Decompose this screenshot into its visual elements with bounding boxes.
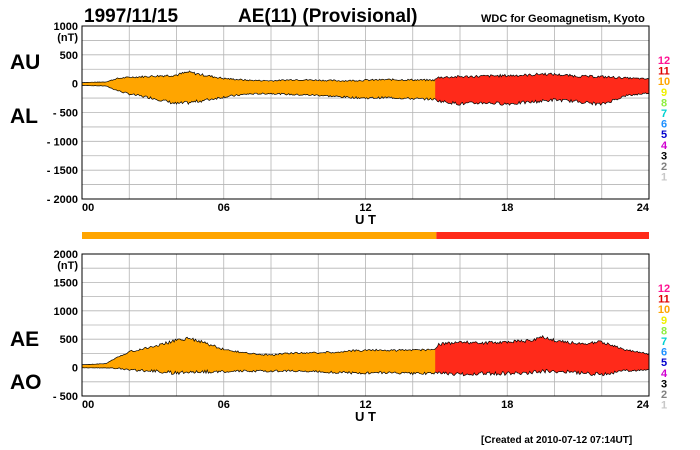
x-tick-label: 24 <box>637 399 650 411</box>
y-tick-label: 500 <box>60 334 78 346</box>
x-axis-title: U T <box>355 212 376 227</box>
x-tick-label: 00 <box>82 202 94 214</box>
y-tick-label: - 1500 <box>47 165 78 177</box>
legend-item-1: 1 <box>661 400 667 412</box>
plot-frame <box>81 253 650 397</box>
x-tick-label: 18 <box>501 399 513 411</box>
legend-item-2: 2 <box>661 161 667 173</box>
x-tick-label: 00 <box>82 399 94 411</box>
data-area <box>82 70 649 107</box>
area-segment <box>435 335 649 376</box>
side-label-al: AL <box>10 105 38 128</box>
y-tick-label: - 2000 <box>47 194 78 206</box>
legend-item-9: 9 <box>661 315 667 327</box>
side-label-ae: AE <box>10 328 39 351</box>
plot-frame <box>81 25 650 200</box>
legend-item-8: 8 <box>661 325 667 337</box>
y-tick-label: 0 <box>72 79 78 91</box>
y-unit-label: (nT) <box>57 32 78 44</box>
legend-item-3: 3 <box>661 150 667 162</box>
legend-item-11: 11 <box>658 66 670 78</box>
x-tick-label: 12 <box>359 202 371 214</box>
index-title: AE(11) (Provisional) <box>238 6 418 27</box>
station-count-bar <box>82 232 649 239</box>
x-tick-label: 06 <box>218 202 230 214</box>
source-credit: WDC for Geomagnetism, Kyoto <box>481 13 645 25</box>
y-tick-label: 2000 <box>54 249 78 261</box>
area-segment <box>82 337 438 375</box>
x-tick-label: 12 <box>359 399 371 411</box>
side-label-ao: AO <box>10 371 42 394</box>
legend-item-5: 5 <box>661 129 667 141</box>
legend-item-12: 12 <box>658 55 670 67</box>
y-tick-label: 500 <box>60 50 78 62</box>
date-title: 1997/11/15 <box>84 6 178 27</box>
legend-item-6: 6 <box>661 119 667 131</box>
x-axis-title: U T <box>355 409 376 424</box>
legend-item-6: 6 <box>661 347 667 359</box>
y-tick-label: - 1000 <box>47 136 78 148</box>
y-tick-label: - 500 <box>53 108 78 120</box>
legend-item-9: 9 <box>661 87 667 99</box>
legend-item-2: 2 <box>661 389 667 401</box>
x-tick-label: 06 <box>218 399 230 411</box>
y-tick-label: 0 <box>72 363 78 375</box>
area-segment <box>82 70 438 105</box>
y-tick-label: 1500 <box>54 277 78 289</box>
y-tick-label: 1000 <box>54 306 78 318</box>
legend-item-5: 5 <box>661 357 667 369</box>
legend-item-12: 12 <box>658 283 670 295</box>
data-area <box>82 335 649 377</box>
x-tick-label: 18 <box>501 202 513 214</box>
station-bar-segment <box>82 232 437 239</box>
series-line-au <box>82 70 649 83</box>
legend-item-11: 11 <box>658 294 670 306</box>
station-bar-segment <box>436 232 649 239</box>
legend-item-8: 8 <box>661 97 667 109</box>
legend-item-4: 4 <box>661 140 668 152</box>
y-tick-label: - 500 <box>53 391 78 403</box>
series-line-ao <box>82 367 649 377</box>
au-al-panel: 1000 500 0 - 500 - 1000 - 1500 - 2000 (nT) 00 06 1… <box>10 21 650 227</box>
created-timestamp: [Created at 2010-07-12 07:14UT] <box>481 435 632 446</box>
series-line-ae <box>82 335 649 366</box>
side-label-au: AU <box>10 51 40 74</box>
legend-item-7: 7 <box>661 336 667 348</box>
series-line-al <box>82 84 649 107</box>
ae-ao-panel: 2000 1500 1000 500 0 - 500 (nT) 00 06 12 18 24 U T AE… <box>10 249 650 424</box>
legend-item-10: 10 <box>658 76 670 88</box>
y-tick-label: 1000 <box>54 21 78 33</box>
legend-item-10: 10 <box>658 304 670 316</box>
x-tick-label: 24 <box>637 202 650 214</box>
legend-item-7: 7 <box>661 108 667 120</box>
legend-item-1: 1 <box>661 172 667 184</box>
legend-item-3: 3 <box>661 378 667 390</box>
legend-item-4: 4 <box>661 368 668 380</box>
y-unit-label: (nT) <box>57 260 78 272</box>
area-segment <box>435 73 649 106</box>
